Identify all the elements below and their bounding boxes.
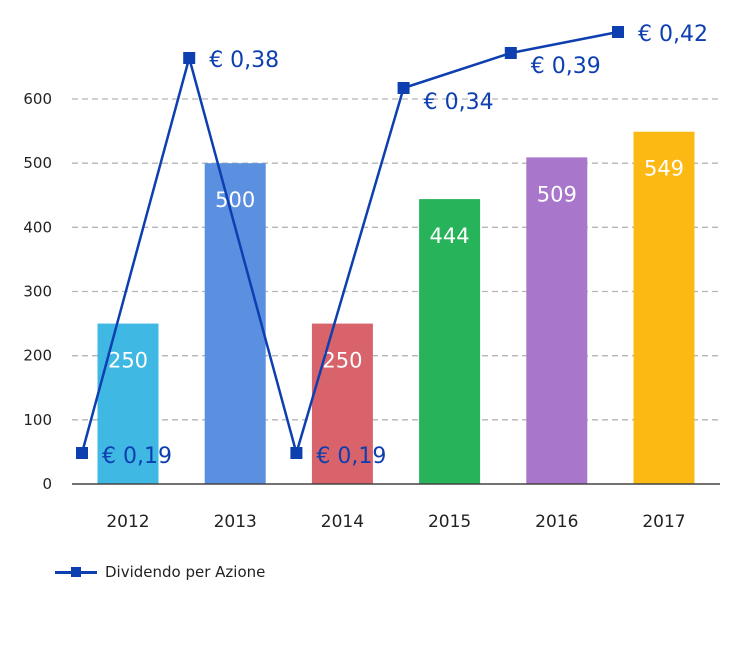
bar-value-label: 500 [215,188,255,212]
bar-2016 [526,157,588,484]
x-axis: 2012 2013 2014 2015 2016 2017 [106,512,685,532]
bar-value-label: 444 [430,224,470,248]
x-tick-label: 2017 [642,512,685,532]
dividend-label: € 0,39 [531,54,601,79]
bar-value-label: 250 [322,349,362,373]
dividend-line [80,30,619,455]
dividend-marker-2017 [612,26,624,38]
dividend-label: € 0,34 [424,90,494,115]
gridlines [72,98,720,421]
legend: Dividendo per Azione [55,560,265,584]
bar-value-label: 509 [537,182,577,206]
dividend-marker-2014 [290,447,303,459]
dividend-label: € 0,19 [316,444,386,469]
x-tick-label: 2016 [535,512,578,532]
y-tick-label: 400 [23,218,52,236]
x-tick-label: 2013 [214,512,257,532]
legend-label: Dividendo per Azione [105,563,266,581]
x-tick-label: 2015 [428,512,471,532]
y-tick-label: 500 [23,154,52,172]
x-tick-label: 2014 [321,512,364,532]
dividend-label: € 0,38 [209,48,279,73]
dividend-label: € 0,19 [102,444,172,469]
y-tick-label: 300 [23,283,52,301]
y-tick-label: 600 [23,90,52,108]
bar-value-label: 250 [108,349,148,373]
bar-2012 [97,323,159,484]
bar-value-labels: 250 500 250 444 509 549 [108,157,684,373]
dividend-label: € 0,42 [638,22,708,47]
x-tick-label: 2012 [106,512,149,532]
y-tick-label: 0 [42,475,52,493]
dividend-marker-2016 [504,47,517,59]
dividend-marker-2012 [76,447,88,459]
dividend-labels: € 0,19 € 0,38 € 0,19 € 0,34 € 0,39 € 0,4… [102,22,708,469]
y-axis: 0 100 200 300 400 500 600 [23,90,52,493]
bar-2015 [419,199,481,484]
bar-2013 [204,163,266,484]
bar-2017 [633,131,695,484]
legend-line-marker-icon [55,560,97,584]
dividend-markers [76,26,624,459]
y-tick-label: 200 [23,347,52,365]
dividend-marker-2013 [183,52,196,64]
bars [97,131,695,484]
bar-value-label: 549 [644,157,684,181]
bar-2014 [311,323,373,484]
dividend-marker-2015 [397,82,410,94]
y-tick-label: 100 [23,411,52,429]
